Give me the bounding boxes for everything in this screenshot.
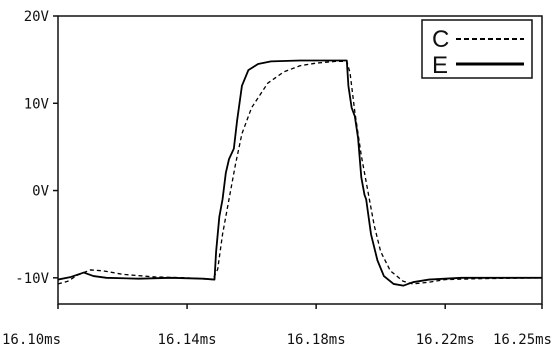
series-line-e	[57, 59, 542, 287]
legend: C E	[421, 19, 533, 79]
y-tick-label: -10V	[15, 271, 49, 287]
plot-frame	[57, 15, 543, 305]
x-tick-label: 16.22ms	[416, 332, 475, 348]
y-tick-label: 10V	[24, 96, 50, 112]
series-line-c	[57, 60, 543, 285]
legend-box	[421, 19, 533, 79]
series-group	[57, 59, 543, 287]
x-tick-label: 16.10ms	[2, 332, 61, 348]
x-tick-label: 16.25ms	[493, 332, 552, 348]
y-tick-label: 20V	[24, 9, 50, 25]
y-tick-label: 0V	[32, 184, 49, 200]
x-axis: 16.10ms 16.14ms 16.18ms 16.22ms 16.25ms	[2, 304, 552, 348]
legend-label-c: C	[432, 26, 449, 53]
y-axis: 20V 10V 0V -10V	[15, 9, 58, 287]
x-tick-label: 16.14ms	[158, 332, 217, 348]
legend-label-e: E	[432, 52, 448, 79]
x-tick-label: 16.18ms	[287, 332, 346, 348]
